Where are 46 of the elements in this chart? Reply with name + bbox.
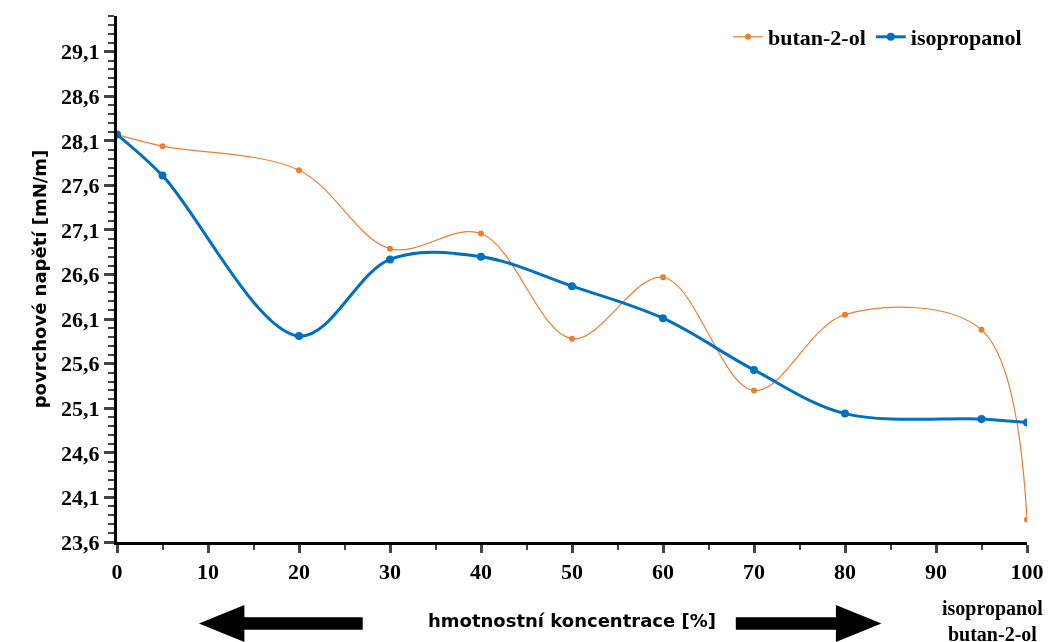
y-tick-label: 25,1	[61, 395, 100, 421]
x-tick-label: 40	[470, 559, 492, 585]
y-tick-label: 24,6	[61, 440, 100, 466]
legend-label: butan-2-ol	[768, 25, 866, 51]
x-tick-label: 30	[379, 559, 401, 585]
point	[659, 314, 667, 323]
y-tick-label: 24,1	[61, 485, 100, 511]
y-tick-label: 23,6	[61, 529, 100, 555]
point	[478, 230, 484, 237]
x-tick-label: 10	[197, 559, 219, 585]
x-tick-label: 50	[561, 559, 583, 585]
point	[387, 245, 393, 252]
point	[477, 252, 485, 261]
point	[842, 311, 848, 318]
x-tick-label: 90	[925, 559, 947, 585]
point	[841, 409, 849, 418]
point	[660, 274, 666, 281]
text: isopropanol butan-2-ol	[942, 597, 1044, 642]
point	[751, 387, 757, 394]
y-tick-label: 27,1	[61, 217, 100, 243]
point	[568, 282, 576, 291]
x-tick-label: 0	[111, 559, 123, 585]
x-tick-label: 100	[1010, 559, 1044, 585]
point	[158, 171, 167, 180]
x-tick-label: 20	[288, 559, 310, 585]
y-tick-label: 28,6	[61, 83, 100, 109]
x-tick-label: 60	[652, 559, 674, 585]
point	[295, 332, 303, 341]
y-tick-label: 25,6	[61, 351, 100, 377]
point	[386, 255, 394, 264]
point	[296, 167, 302, 174]
y-axis-title: povrchové napětí [mN/m]	[29, 149, 51, 409]
x-axis-title: hmotnostní koncentrace [%]	[428, 610, 716, 631]
y-tick-label: 26,6	[61, 262, 100, 288]
y-tick-label: 28,1	[61, 128, 100, 154]
point	[569, 335, 575, 342]
point	[750, 365, 758, 374]
y-tick-label: 27,6	[61, 173, 100, 199]
point	[978, 326, 985, 333]
y-tick-label: 26,1	[61, 306, 100, 332]
x-tick-label: 80	[834, 559, 856, 585]
y-tick-label: 29,1	[61, 39, 100, 65]
point	[977, 414, 986, 423]
x-tick-label: 70	[743, 559, 765, 585]
point	[159, 143, 166, 150]
legend-label: isopropanol	[910, 25, 1022, 51]
